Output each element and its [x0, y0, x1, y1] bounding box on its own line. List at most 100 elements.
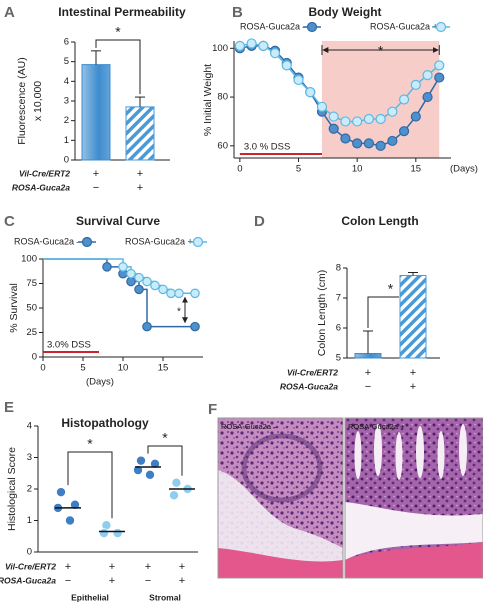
condition-sign: +: [137, 168, 143, 180]
bar: [81, 64, 111, 161]
data-point: [112, 528, 123, 538]
image-border: [217, 417, 344, 579]
submucosa: [218, 470, 343, 578]
legend-marker: [306, 21, 318, 33]
data-point: [190, 321, 200, 332]
y-axis-label: Histological Score: [6, 447, 18, 531]
y-axis-label: % Initial Weight: [202, 64, 214, 136]
condition-label: ROSA-Guca2a: [280, 381, 338, 391]
chart-title: Histopathology: [61, 416, 149, 430]
x-tick-label: 10: [352, 164, 363, 175]
x-axis-label: (Days): [450, 164, 478, 175]
data-point: [126, 268, 136, 279]
panel-letter: B: [232, 4, 243, 21]
treatment-label: 3.0 % DSS: [244, 142, 290, 153]
y-axis-label: % Survival: [8, 283, 20, 333]
bar: [125, 106, 155, 161]
data-point: [99, 528, 109, 538]
legend-label: ROSA-Guca2a –: [14, 236, 82, 246]
treatment-label: 3.0% DSS: [47, 340, 91, 351]
significance: *: [162, 430, 168, 446]
group-label: Epithelial: [71, 592, 109, 602]
data-point: [434, 72, 445, 83]
bar: [354, 353, 382, 359]
panel-letter: C: [4, 213, 15, 230]
legend-label: ROSA-Guca2a –: [240, 21, 308, 31]
y-tick-label: 6: [336, 323, 341, 334]
data-point: [328, 111, 339, 122]
bar: [399, 275, 427, 359]
data-point: [145, 470, 155, 480]
condition-sign: +: [93, 168, 99, 180]
x-tick-label: 0: [40, 363, 45, 374]
y-tick-label: 6: [64, 37, 69, 48]
group-label: Stromal: [149, 592, 181, 602]
legend-marker: [192, 236, 204, 248]
data-point: [150, 458, 160, 469]
data-point: [316, 101, 328, 112]
panel-letter: D: [254, 213, 265, 230]
x-tick-label: 5: [80, 363, 85, 374]
chart-title: Body Weight: [308, 5, 381, 19]
error-bar: [363, 330, 373, 354]
data-point: [171, 477, 182, 488]
data-point: [340, 133, 351, 144]
significance-bracket: [67, 451, 113, 519]
data-point: [375, 140, 386, 151]
data-point: [434, 60, 445, 71]
condition-label: ROSA-Guca2a: [0, 575, 56, 585]
data-point: [134, 284, 144, 295]
significance: *: [177, 307, 181, 318]
significance: *: [87, 436, 93, 452]
data-point: [352, 138, 363, 149]
data-point: [133, 465, 143, 475]
panel-letter: F: [208, 401, 217, 418]
submucosa: [345, 502, 483, 560]
histology-images: [217, 417, 483, 579]
y-axis-label: Fluorescence (AU): [16, 57, 28, 145]
panel-letter: E: [4, 399, 14, 416]
data-point: [118, 262, 128, 272]
error-bar: [91, 50, 101, 65]
muscle: [218, 548, 343, 578]
condition-sign: +: [109, 561, 115, 573]
condition-label: Vil-Cre/ERT2: [19, 168, 70, 178]
condition-sign: +: [179, 561, 185, 573]
y-tick-label: 0: [32, 352, 37, 363]
y-tick-label: 8: [336, 263, 341, 274]
y-tick-label: 2: [64, 115, 69, 126]
condition-sign: +: [145, 561, 151, 573]
legend-label: ROSA-Guca2a +: [125, 236, 193, 246]
crypt: [241, 433, 323, 503]
data-point: [56, 487, 66, 497]
data-point: [422, 70, 433, 81]
chart-title: Survival Curve: [76, 214, 160, 228]
condition-sign: +: [109, 575, 115, 587]
y-tick-label: 3: [64, 96, 69, 107]
significance-bracket: [147, 445, 183, 476]
condition-sign: −: [365, 381, 371, 393]
condition-label: ROSA-Guca2a: [12, 182, 70, 192]
x-tick-label: 15: [411, 164, 422, 175]
condition-sign: +: [410, 381, 416, 393]
y-axis-label: x 10,000: [32, 81, 44, 121]
data-point: [234, 40, 245, 51]
y-tick-label: 5: [64, 56, 69, 67]
y-tick-label: 1: [27, 515, 32, 526]
y-tick-label: 0: [27, 547, 32, 558]
y-tick-label: 4: [64, 76, 69, 87]
image-border: [344, 417, 483, 579]
chart-title: Colon Length: [341, 214, 418, 228]
muscle: [345, 542, 483, 578]
y-tick-label: 100: [21, 254, 37, 265]
data-point: [410, 111, 421, 122]
image-caption: ROSA-Guca2a –: [221, 422, 278, 431]
image-caption: ROSA-Guca2a +: [348, 422, 405, 431]
data-point: [142, 321, 152, 332]
data-point: [166, 288, 176, 299]
data-point: [352, 116, 363, 127]
data-point: [328, 123, 339, 134]
data-point: [410, 79, 421, 90]
legend-marker: [81, 236, 93, 248]
condition-label: Vil-Cre/ERT2: [5, 561, 56, 571]
